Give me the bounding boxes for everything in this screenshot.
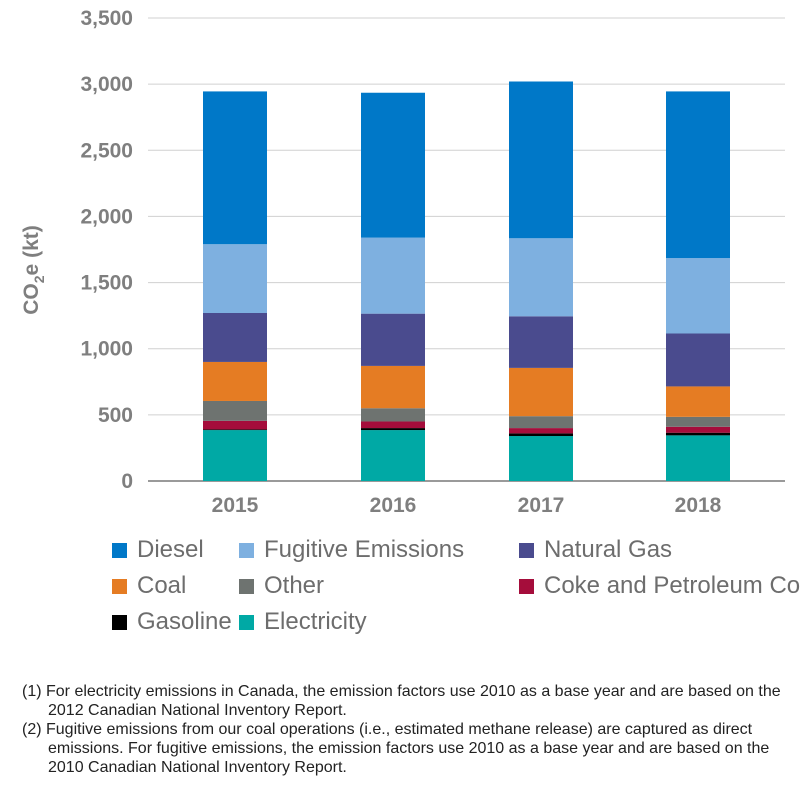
legend-label: Natural Gas	[544, 536, 673, 563]
legend-swatch	[112, 542, 127, 558]
bar-segment-coke-and-petroleum-coke-2016	[361, 421, 425, 429]
bar-segment-other-2018	[666, 416, 730, 427]
bar-segment-gasoline-2016	[361, 428, 425, 431]
bar-segment-electricity-2017	[509, 436, 573, 481]
bars	[203, 81, 730, 481]
bar-segment-other-2016	[361, 408, 425, 422]
legend-item-coke-and-petroleum-coke: Coke and Petroleum Coke	[519, 572, 800, 600]
y-tick-labels: 0 500 1,000 1,500 2,000 2,500 3,000 3,500	[80, 7, 133, 493]
legend-item-coal: Coal	[112, 572, 186, 600]
bar-segment-natural-gas-2017	[509, 316, 573, 368]
bar-segment-fugitive-emissions-2015	[203, 244, 267, 313]
legend-swatch	[239, 578, 254, 594]
y-tick-label: 1,500	[80, 272, 133, 295]
bar-segment-coke-and-petroleum-coke-2017	[509, 428, 573, 434]
legend-label: Other	[264, 572, 325, 599]
bar-segment-diesel-2018	[666, 91, 730, 259]
x-tick-label: 2016	[370, 494, 417, 517]
y-tick-label: 2,500	[80, 139, 133, 162]
bar-segment-coal-2017	[509, 367, 573, 417]
legend-swatch	[519, 578, 534, 594]
footnote-2: (2) Fugitive emissions from our coal ope…	[22, 721, 770, 776]
y-axis-label: CO2e (kt)	[20, 225, 47, 314]
bar-segment-coal-2016	[361, 365, 425, 409]
legend-item-fugitive-emissions: Fugitive Emissions	[239, 536, 464, 564]
legend-item-gasoline: Gasoline	[112, 608, 232, 636]
bar-segment-fugitive-emissions-2018	[666, 258, 730, 334]
x-tick-label: 2015	[212, 494, 259, 517]
y-tick-label: 3,500	[80, 7, 133, 30]
legend: Diesel Fugitive Emissions Natural Gas Coal O…	[112, 532, 800, 640]
legend-item-natural-gas: Natural Gas	[519, 536, 672, 564]
legend-swatch	[519, 542, 534, 558]
legend-item-electricity: Electricity	[239, 608, 367, 636]
legend-label: Coal	[137, 572, 187, 599]
legend-label: Coke and Petroleum Coke	[544, 572, 800, 599]
legend-label: Electricity	[264, 608, 367, 635]
footnote-1: (1) For electricity emissions in Canada,…	[22, 683, 781, 719]
bar-segment-diesel-2015	[203, 91, 267, 245]
x-tick-label: 2018	[675, 494, 722, 517]
bar-segment-gasoline-2017	[509, 433, 573, 437]
y-tick-label: 0	[121, 470, 133, 493]
bar-segment-electricity-2016	[361, 430, 425, 481]
legend-swatch	[239, 614, 254, 630]
bar-segment-coal-2015	[203, 361, 267, 401]
bar-segment-other-2015	[203, 400, 267, 421]
bar-segment-natural-gas-2015	[203, 312, 267, 362]
y-tick-label: 2,000	[80, 205, 133, 228]
x-tick-label: 2017	[518, 494, 565, 517]
bar-segment-coke-and-petroleum-coke-2018	[666, 426, 730, 433]
bar-segment-fugitive-emissions-2017	[509, 238, 573, 317]
bar-segment-diesel-2017	[509, 81, 573, 239]
bar-segment-electricity-2015	[203, 430, 267, 481]
legend-item-other: Other	[239, 572, 324, 600]
legend-row: Gasoline Electricity	[112, 604, 752, 640]
bar-segment-coke-and-petroleum-coke-2015	[203, 420, 267, 430]
bar-segment-electricity-2018	[666, 435, 730, 481]
bar-segment-gasoline-2018	[666, 432, 730, 436]
legend-swatch	[239, 542, 254, 558]
legend-label: Fugitive Emissions	[264, 536, 465, 563]
y-tick-label: 500	[98, 404, 133, 427]
legend-item-diesel: Diesel	[112, 536, 204, 564]
bar-segment-diesel-2016	[361, 92, 425, 238]
bar-segment-gasoline-2015	[203, 429, 267, 431]
bar-segment-fugitive-emissions-2016	[361, 237, 425, 314]
bar-segment-coal-2018	[666, 386, 730, 417]
footnotes: (1) For electricity emissions in Canada,…	[22, 682, 792, 777]
bar-segment-natural-gas-2018	[666, 333, 730, 387]
bar-segment-natural-gas-2016	[361, 313, 425, 366]
legend-row: Coal Other Coke and Petroleum Coke	[112, 568, 800, 604]
y-tick-label: 3,000	[80, 73, 133, 96]
bar-segment-other-2017	[509, 416, 573, 429]
y-tick-label: 1,000	[80, 338, 133, 361]
legend-label: Diesel	[137, 536, 204, 563]
legend-swatch	[112, 578, 127, 594]
legend-label: Gasoline	[137, 608, 232, 635]
legend-swatch	[112, 614, 127, 630]
legend-row: Diesel Fugitive Emissions Natural Gas	[112, 532, 752, 568]
x-tick-labels: 2015 2016 2017 2018	[212, 494, 722, 517]
